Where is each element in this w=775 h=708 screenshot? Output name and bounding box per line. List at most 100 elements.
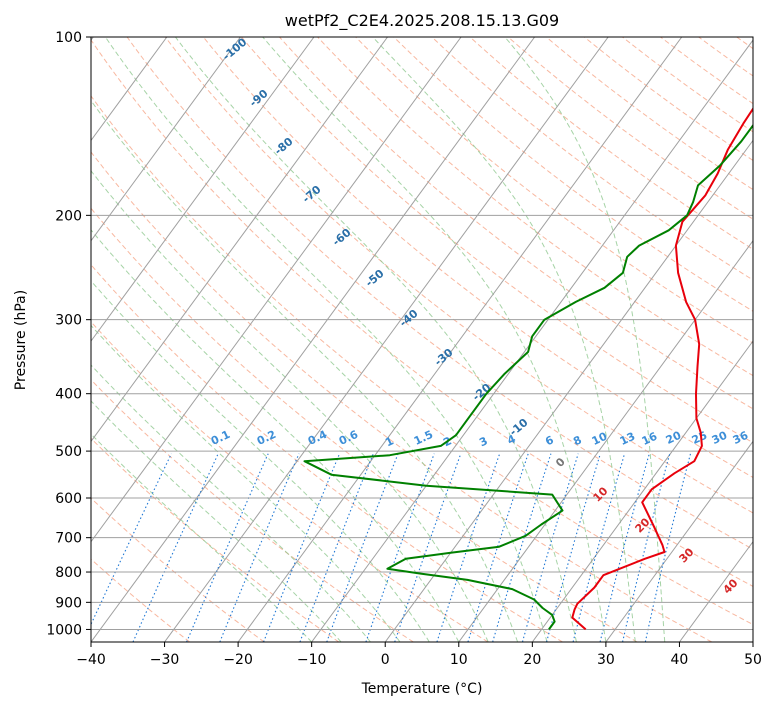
isotherm-line bbox=[164, 37, 609, 642]
mixing-ratio-line bbox=[599, 453, 650, 642]
chart-title: wetPf2_C2E4.2025.208.15.13.G09 bbox=[285, 11, 559, 31]
dry-adiabat-line bbox=[545, 37, 753, 191]
isotherm-line bbox=[91, 37, 168, 142]
mixing-ratio-line bbox=[394, 453, 462, 642]
y-axis-label: Pressure (hPa) bbox=[13, 290, 29, 390]
dry-adiabat-label: -100 bbox=[220, 35, 250, 63]
moist-adiabat-line bbox=[91, 324, 401, 642]
dry-adiabat-line bbox=[126, 37, 753, 550]
dry-adiabat-line bbox=[279, 37, 753, 410]
mixing-ratio-label: 25 bbox=[690, 429, 709, 447]
mixing-ratio-label: 6 bbox=[543, 433, 556, 448]
mixing-ratio-line bbox=[186, 453, 269, 642]
mixing-ratio-line bbox=[326, 453, 399, 642]
dry-adiabat-line bbox=[736, 37, 753, 50]
mixing-ratio-line bbox=[572, 453, 626, 642]
moist-adiabat-line bbox=[91, 229, 460, 642]
dry-adiabat-label: -50 bbox=[363, 267, 387, 290]
x-axis-label: Temperature (°C) bbox=[361, 681, 483, 697]
dry-adiabat-line bbox=[469, 37, 753, 250]
mixing-ratio-label: 10 bbox=[590, 430, 610, 448]
mixing-ratio-line bbox=[521, 453, 579, 642]
isotherm-line bbox=[311, 39, 753, 642]
mixing-ratio-label: 0.1 bbox=[209, 428, 232, 448]
dry-adiabat-line bbox=[91, 264, 563, 642]
moist-adiabat-line bbox=[372, 37, 636, 642]
isotherm-line bbox=[237, 37, 683, 642]
y-axis-ticks: 100 200 300 400 500 600 700 800 900 1000 bbox=[46, 30, 91, 638]
y-tick-label: 400 bbox=[55, 387, 82, 403]
y-tick-label: 800 bbox=[55, 565, 82, 581]
dry-adiabat-line bbox=[660, 37, 753, 105]
mixing-ratio-line bbox=[436, 453, 501, 642]
mixing-ratio-label: 3 bbox=[477, 434, 489, 449]
dry-adiabat-line bbox=[91, 151, 713, 642]
mixing-ratio-label: 0.2 bbox=[255, 428, 278, 448]
x-tick-label: 20 bbox=[523, 652, 541, 668]
dry-adiabat-line bbox=[91, 437, 340, 642]
dry-adiabat-line bbox=[91, 321, 489, 642]
dry-adiabat-line bbox=[431, 37, 753, 281]
isotherm-line bbox=[752, 641, 753, 642]
mixing-ratio-label: 8 bbox=[571, 433, 583, 448]
mixing-ratio-label: 0.4 bbox=[306, 428, 329, 448]
isotherm-line bbox=[384, 139, 753, 642]
dry-adiabat-line bbox=[91, 95, 753, 626]
dry-adiabat-line bbox=[583, 37, 753, 162]
x-tick-label: 50 bbox=[744, 652, 762, 668]
moist-adiabat-line bbox=[504, 37, 666, 642]
moist-adiabat-line bbox=[91, 433, 313, 642]
y-tick-label: 900 bbox=[55, 595, 82, 611]
x-tick-label: 40 bbox=[671, 652, 689, 668]
plot-frame bbox=[90, 36, 754, 643]
mixing-ratio-line bbox=[467, 453, 529, 642]
dry-adiabat-label: -70 bbox=[300, 183, 324, 206]
dry-adiabat-line bbox=[317, 37, 753, 377]
mixing-ratio-label: 30 bbox=[710, 429, 730, 447]
mixing-ratio-line bbox=[219, 453, 300, 642]
x-tick-label: −10 bbox=[297, 652, 327, 668]
dry-adiabat-line bbox=[164, 37, 753, 514]
y-tick-label: 100 bbox=[55, 30, 82, 46]
moist-adiabat-line bbox=[262, 37, 607, 642]
mixing-ratio-line bbox=[365, 453, 435, 642]
moist-adiabat-line bbox=[91, 400, 342, 642]
isotherm-label: 40 bbox=[721, 576, 741, 596]
mixing-ratio-line bbox=[262, 453, 341, 642]
mixing-ratio-line bbox=[492, 453, 552, 642]
mixing-ratio-label: 16 bbox=[640, 430, 660, 448]
x-tick-label: 30 bbox=[597, 652, 615, 668]
y-tick-label: 500 bbox=[55, 444, 82, 460]
dry-adiabat-line bbox=[91, 39, 753, 587]
x-axis-ticks: −40 −30 −20 −10 0 10 20 30 40 50 bbox=[76, 642, 762, 668]
isotherm-line bbox=[91, 37, 462, 543]
mixing-ratio-label: 1.5 bbox=[412, 428, 435, 448]
y-tick-label: 1000 bbox=[46, 622, 82, 638]
moist-adiabat-line bbox=[91, 280, 430, 642]
x-tick-label: −20 bbox=[223, 652, 253, 668]
isotherm-line bbox=[91, 37, 315, 342]
isotherm-line bbox=[458, 239, 753, 642]
dry-adiabat-line bbox=[202, 37, 753, 478]
isotherm-label: 10 bbox=[591, 484, 611, 504]
mixing-ratio-label: 20 bbox=[664, 429, 684, 447]
y-tick-label: 600 bbox=[55, 491, 82, 507]
mixing-ratio-line bbox=[132, 453, 219, 642]
sounding-series bbox=[303, 106, 753, 631]
dry-adiabat-line bbox=[241, 37, 753, 444]
isotherm-line bbox=[531, 340, 753, 642]
x-tick-label: −30 bbox=[150, 652, 180, 668]
temperature-profile-line bbox=[571, 106, 753, 631]
dewpoint-profile-line bbox=[303, 123, 753, 630]
moist-adiabat-line bbox=[91, 170, 489, 642]
mixing-ratio-label: 36 bbox=[731, 429, 751, 447]
x-tick-label: −40 bbox=[76, 652, 106, 668]
y-tick-label: 700 bbox=[55, 531, 82, 547]
dry-adiabat-line bbox=[507, 37, 753, 220]
mixing-ratio-line bbox=[299, 453, 374, 642]
dry-adiabat-line bbox=[698, 37, 753, 77]
dry-adiabat-label: -40 bbox=[397, 307, 421, 330]
dry-adiabat-label: -90 bbox=[247, 87, 271, 110]
mixing-ratio-label: 13 bbox=[618, 430, 637, 448]
